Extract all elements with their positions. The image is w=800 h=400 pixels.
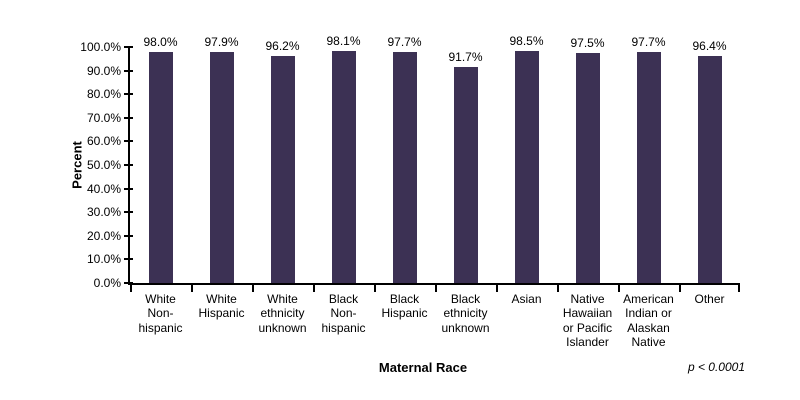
y-axis-tick <box>124 187 133 190</box>
bar <box>636 52 661 283</box>
bar <box>331 51 356 283</box>
bar <box>392 52 417 283</box>
bar <box>270 55 295 283</box>
y-axis-tick <box>124 93 133 96</box>
y-axis-tick <box>124 282 133 284</box>
y-tick-label: 70.0% <box>86 110 121 125</box>
bar <box>453 66 478 283</box>
y-axis-tick <box>124 140 133 143</box>
bar-value-label: 97.9% <box>204 34 239 49</box>
x-axis-tick <box>496 285 498 292</box>
bar <box>209 51 234 283</box>
y-tick-label: 30.0% <box>86 205 121 220</box>
bar-value-label: 96.2% <box>265 38 300 53</box>
x-tick-label: White ethnicity unknown <box>258 292 307 335</box>
bar <box>697 55 722 283</box>
y-tick-label: 80.0% <box>86 87 121 102</box>
y-tick-label: 50.0% <box>86 158 121 172</box>
bar-value-label: 97.5% <box>570 35 605 50</box>
y-axis-tick <box>124 46 133 48</box>
x-tick-label: American Indian or Alaskan Native <box>623 292 674 350</box>
y-tick-label: 60.0% <box>86 134 121 149</box>
x-axis-tick <box>130 285 132 292</box>
x-tick-label: Black Hispanic <box>381 292 428 321</box>
x-axis-tick <box>679 285 681 292</box>
x-axis-tick <box>313 285 315 292</box>
y-tick-label: 20.0% <box>86 228 121 243</box>
bar <box>148 51 173 283</box>
y-tick-label: 10.0% <box>86 252 121 267</box>
bar-value-label: 97.7% <box>631 35 666 50</box>
x-tick-label: Black ethnicity unknown <box>441 292 490 335</box>
bar-value-label: 91.7% <box>448 49 483 64</box>
x-axis-tick <box>557 285 559 292</box>
y-axis-tick <box>124 234 133 237</box>
y-axis-tick <box>124 164 133 166</box>
x-tick-label: Asian <box>511 292 542 306</box>
x-axis-tick <box>252 285 254 292</box>
x-axis-tick <box>374 285 376 292</box>
x-tick-label: Other <box>694 292 725 306</box>
y-axis-tick <box>124 69 133 72</box>
y-axis-tick <box>124 116 133 119</box>
x-axis-tick <box>191 285 193 292</box>
bar-value-label: 98.1% <box>326 34 361 49</box>
y-tick-label: 90.0% <box>86 63 121 78</box>
x-axis-title: Maternal Race <box>378 360 468 375</box>
y-axis-tick <box>124 211 133 214</box>
bar <box>575 52 600 283</box>
x-tick-label: Native Hawaiian or Pacific Islander <box>562 292 613 350</box>
x-axis-tick <box>618 285 620 292</box>
bar-value-label: 98.5% <box>509 33 544 48</box>
y-tick-label: 0.0% <box>93 276 121 290</box>
x-tick-label: Black Non- hispanic <box>321 292 366 335</box>
y-axis-tick <box>124 258 133 261</box>
x-tick-label: White Non- hispanic <box>138 292 183 335</box>
bar <box>514 50 539 283</box>
plot-area: 0.0% 10.0% 20.0% 30.0% 40.0% 50.0% 60.0% 70.0% 8… <box>80 34 740 349</box>
y-tick-label: 40.0% <box>86 181 121 196</box>
x-tick-label: White Hispanic <box>198 292 245 321</box>
p-value-annotation: p < 0.0001 <box>687 360 745 374</box>
bar-value-label: 97.7% <box>387 35 422 50</box>
bar-value-label: 96.4% <box>692 38 727 53</box>
y-tick-label: 100.0% <box>80 40 121 54</box>
x-axis-tick <box>435 285 437 292</box>
x-axis-tick <box>738 285 740 292</box>
bar-value-label: 98.0% <box>143 34 178 49</box>
